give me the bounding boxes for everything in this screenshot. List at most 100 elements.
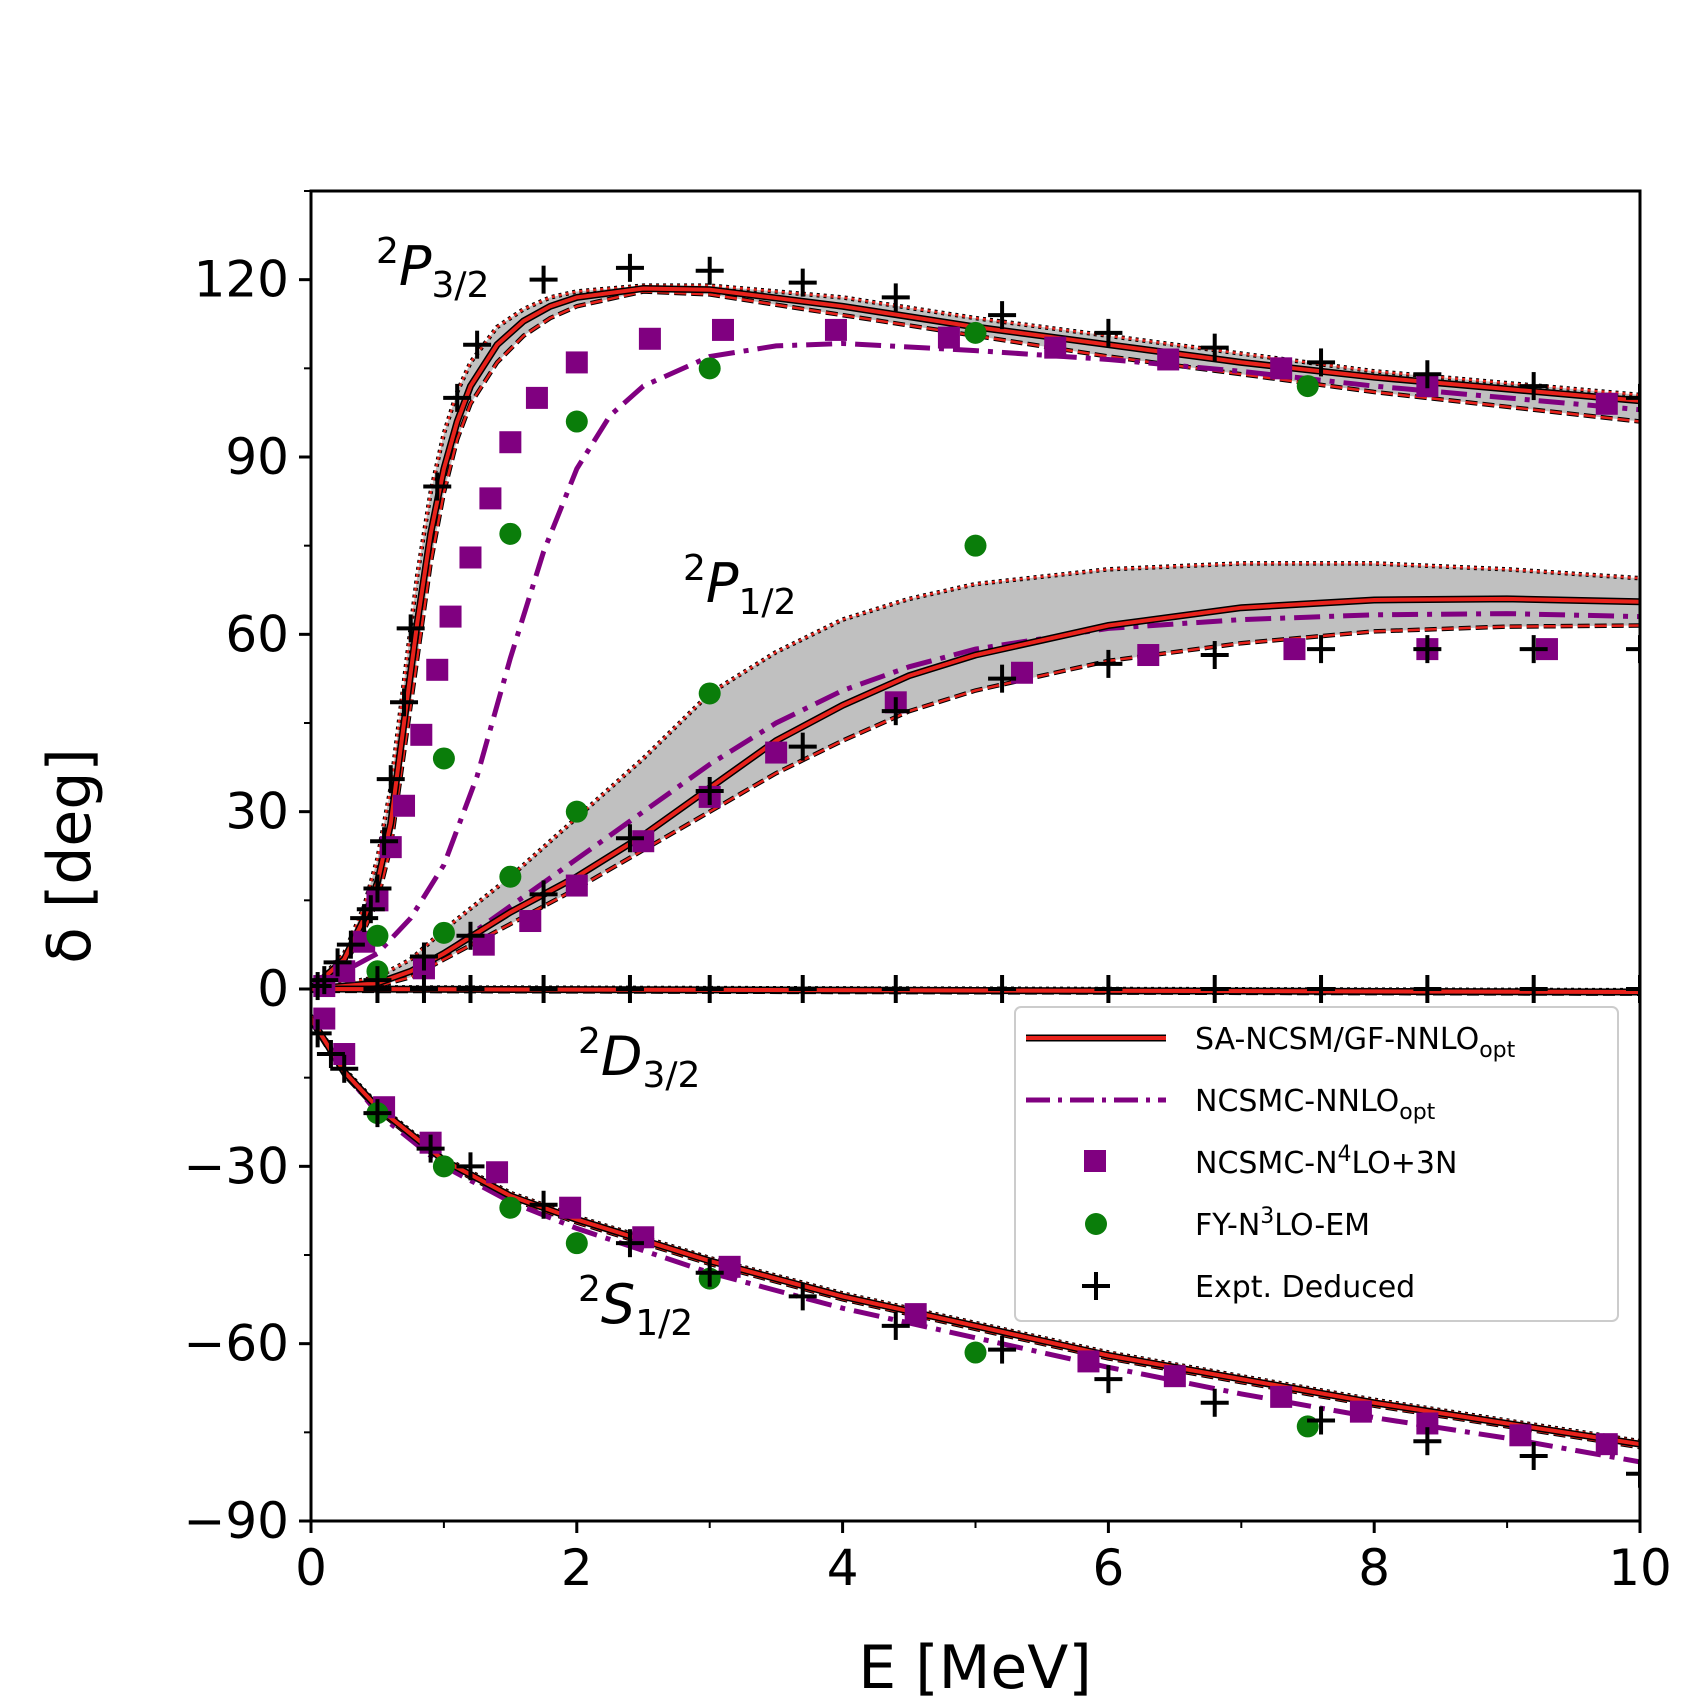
expt-plus-marker [396,614,425,643]
fy-circle-marker [565,410,588,433]
expt-plus-marker [615,1229,644,1258]
n4lo-square-marker [525,386,548,409]
expt-plus-marker [695,975,724,1003]
expt-plus-marker [881,1311,910,1340]
upper-edge-p32 [311,284,1640,990]
wave-label-s12: 2S1/2 [578,1269,693,1344]
expt-plus-marker [881,975,910,1003]
legend-box [1014,1006,1619,1322]
expt-plus-marker [1626,975,1640,1003]
fy-circle-marker [499,1196,522,1219]
fy-circle-marker [964,1341,987,1364]
n4lo-square-marker [486,1161,509,1184]
expt-plus-marker [1626,383,1640,412]
n4lo-square-marker [1416,1412,1439,1435]
n4lo-square-marker [711,318,734,341]
n4lo-square-marker [638,327,661,350]
ncsmc-nnlo-curve-p12 [311,611,1640,992]
expt-plus-marker [311,966,339,995]
expt-plus-marker [695,776,724,805]
expt-plus-marker [1094,649,1123,678]
legend-label-n4lo: NCSMC-N4LO+3N [1195,1142,1457,1181]
fy-circle-marker [964,534,987,557]
n4lo-square-marker [499,431,522,454]
expt-plus-marker [529,880,558,909]
expt-plus-marker [1413,635,1442,664]
n4lo-square-marker [1270,1385,1293,1408]
expt-plus-marker [881,283,910,312]
expt-plus-marker [363,1099,392,1128]
x-tick-label: 8 [1358,1539,1390,1597]
wave-label-p12: 2P1/2 [683,548,796,623]
n4lo-square-marker [1044,336,1067,359]
y-axis-title: δ [deg] [35,748,105,964]
expt-plus-marker [409,942,438,971]
n4lo-square-marker [1137,644,1160,667]
n4lo-square-marker [519,910,542,933]
n4lo-square-marker [565,874,588,897]
legend-label-ncsmc: NCSMC-NNLOopt [1195,1084,1436,1125]
fy-circle-marker [565,1232,588,1255]
expt-plus-marker [615,975,644,1003]
x-tick-label: 10 [1608,1539,1672,1597]
n4lo-square-marker [459,546,482,569]
x-axis-title: E [MeV] [858,1633,1092,1703]
expt-plus-marker [695,1258,724,1287]
n4lo-square-marker [1157,348,1180,371]
fy-circle-marker [698,682,721,705]
expt-plus-marker [376,765,405,794]
expt-plus-marker [456,1152,485,1181]
n4lo-square-marker [1509,1424,1532,1447]
expt-plus-marker [443,383,472,412]
y-tick-label: 60 [225,605,289,663]
expt-plus-marker [363,874,392,903]
fy-circle-marker [964,321,987,344]
n4lo-square-marker [479,487,502,510]
y-tick-label: 30 [225,783,289,841]
expt-plus-marker [1413,975,1442,1003]
ncsmc-nnlo-curve-p32 [311,340,1640,992]
n4lo-square-marker [718,1255,741,1278]
sa-central-curve-p32 [311,286,1640,991]
expt-plus-marker [529,975,558,1003]
n4lo-square-marker [1077,1350,1100,1373]
expt-plus-marker [363,975,392,1003]
fy-circle-marker [1296,375,1319,398]
n4lo-square-marker [559,1196,582,1219]
expt-plus-marker [1094,1365,1123,1394]
y-tick-label: 90 [225,428,289,486]
expt-plus-marker [409,975,438,1003]
expt-plus-marker [1307,975,1336,1003]
expt-plus-marker [463,330,492,359]
expt-plus-marker [336,930,365,959]
expt-plus-marker [390,688,419,717]
legend-label-expt: Expt. Deduced [1195,1270,1415,1305]
expt-plus-marker [1094,975,1123,1003]
expt-plus-marker [1626,1459,1640,1488]
n4lo-square-marker [1270,357,1293,380]
n4lo-square-marker [765,741,788,764]
x-tick-label: 4 [827,1539,859,1597]
n4lo-square-marker [1283,638,1306,661]
expt-plus-marker [1519,975,1548,1003]
expt-plus-marker [881,697,910,726]
expt-plus-marker [1626,635,1640,664]
markers-layer [311,253,1640,1488]
wave-label-p32: 2P3/2 [376,231,489,306]
fy-circle-marker [499,865,522,888]
n4lo-square-marker [426,658,449,681]
n4lo-square-marker [410,723,433,746]
y-tick-label: −30 [183,1137,289,1195]
expt-plus-marker [1200,1388,1229,1417]
fy-circle-marker [499,522,522,545]
expt-plus-marker [1413,360,1442,389]
y-tick-label: 0 [257,960,289,1018]
expt-plus-marker [988,301,1017,330]
fy-circle-marker [698,357,721,380]
expt-plus-marker [323,948,352,977]
expt-plus-marker [311,1019,332,1048]
legend-swatch-expt [1082,1272,1110,1300]
expt-plus-marker [529,265,558,294]
expt-plus-marker [695,256,724,285]
